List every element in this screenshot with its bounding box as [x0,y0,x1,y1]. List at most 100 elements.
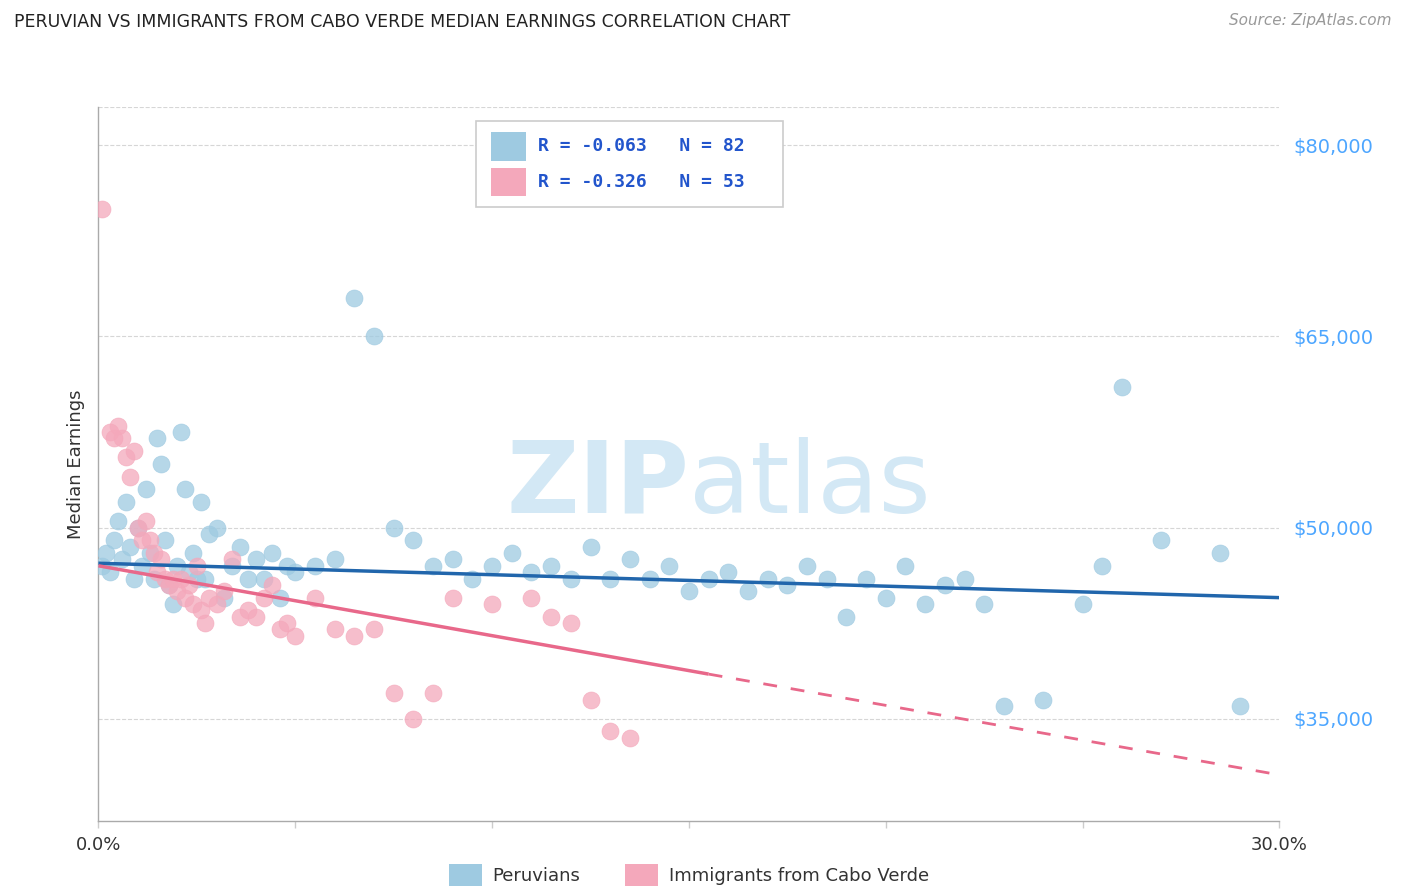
Point [162,572,184,586]
Point [579,692,602,706]
Point [284,565,307,579]
Text: atlas: atlas [689,437,931,533]
Point [363,329,385,343]
Point [122,572,145,586]
Point [619,731,641,745]
Point [796,558,818,573]
Point [229,540,252,554]
Point [170,425,193,439]
Point [146,565,169,579]
Point [138,533,160,548]
Text: R = -0.326   N = 53: R = -0.326 N = 53 [537,173,744,191]
Point [115,495,138,509]
FancyBboxPatch shape [477,121,783,207]
Point [560,572,582,586]
Legend: Peruvians, Immigrants from Cabo Verde: Peruvians, Immigrants from Cabo Verde [441,857,936,892]
Point [363,623,385,637]
Point [98,565,121,579]
Point [1032,692,1054,706]
Point [276,616,298,631]
Point [197,527,219,541]
Point [107,418,129,433]
Point [875,591,897,605]
Point [103,533,125,548]
Point [501,546,523,560]
Point [599,724,621,739]
FancyBboxPatch shape [491,168,526,196]
Point [253,572,276,586]
Point [91,202,114,216]
Point [98,425,121,439]
Point [162,597,184,611]
Point [599,572,621,586]
Point [756,572,779,586]
Point [441,552,464,566]
Point [166,584,188,599]
Point [481,558,503,573]
Point [717,565,740,579]
Point [150,457,173,471]
Point [236,572,259,586]
Point [166,558,188,573]
Point [560,616,582,631]
Point [197,591,219,605]
Point [658,558,681,573]
Text: R = -0.063   N = 82: R = -0.063 N = 82 [537,137,744,155]
Point [205,597,228,611]
Point [135,514,157,528]
Point [619,552,641,566]
Point [186,572,208,586]
Point [127,520,149,534]
Point [181,546,204,560]
Point [96,546,118,560]
Point [343,291,366,305]
FancyBboxPatch shape [491,132,526,161]
Point [221,552,243,566]
Text: Source: ZipAtlas.com: Source: ZipAtlas.com [1229,13,1392,29]
Point [894,558,917,573]
Point [304,558,326,573]
Point [190,495,212,509]
Point [190,603,212,617]
Point [245,552,267,566]
Point [953,572,976,586]
Point [146,431,169,445]
Point [194,572,217,586]
Point [284,629,307,643]
Point [155,572,177,586]
Point [111,431,134,445]
Point [304,591,326,605]
Point [174,591,197,605]
Point [177,578,200,592]
Point [142,546,165,560]
Point [855,572,877,586]
Point [142,572,165,586]
Point [157,578,180,592]
Point [177,565,200,579]
Point [214,591,236,605]
Y-axis label: Median Earnings: Median Earnings [66,389,84,539]
Point [174,483,197,497]
Point [103,431,125,445]
Point [221,558,243,573]
Point [1091,558,1114,573]
Point [186,558,208,573]
Point [343,629,366,643]
Point [737,584,759,599]
Point [1150,533,1173,548]
Point [245,609,267,624]
Point [214,584,236,599]
Point [461,572,484,586]
Point [253,591,276,605]
Point [815,572,838,586]
Point [115,450,138,465]
Point [402,712,425,726]
Point [155,533,177,548]
Point [157,578,180,592]
Point [973,597,995,611]
Point [1229,698,1251,713]
Text: ZIP: ZIP [506,437,689,533]
Point [638,572,661,586]
Point [194,616,217,631]
Point [579,540,602,554]
